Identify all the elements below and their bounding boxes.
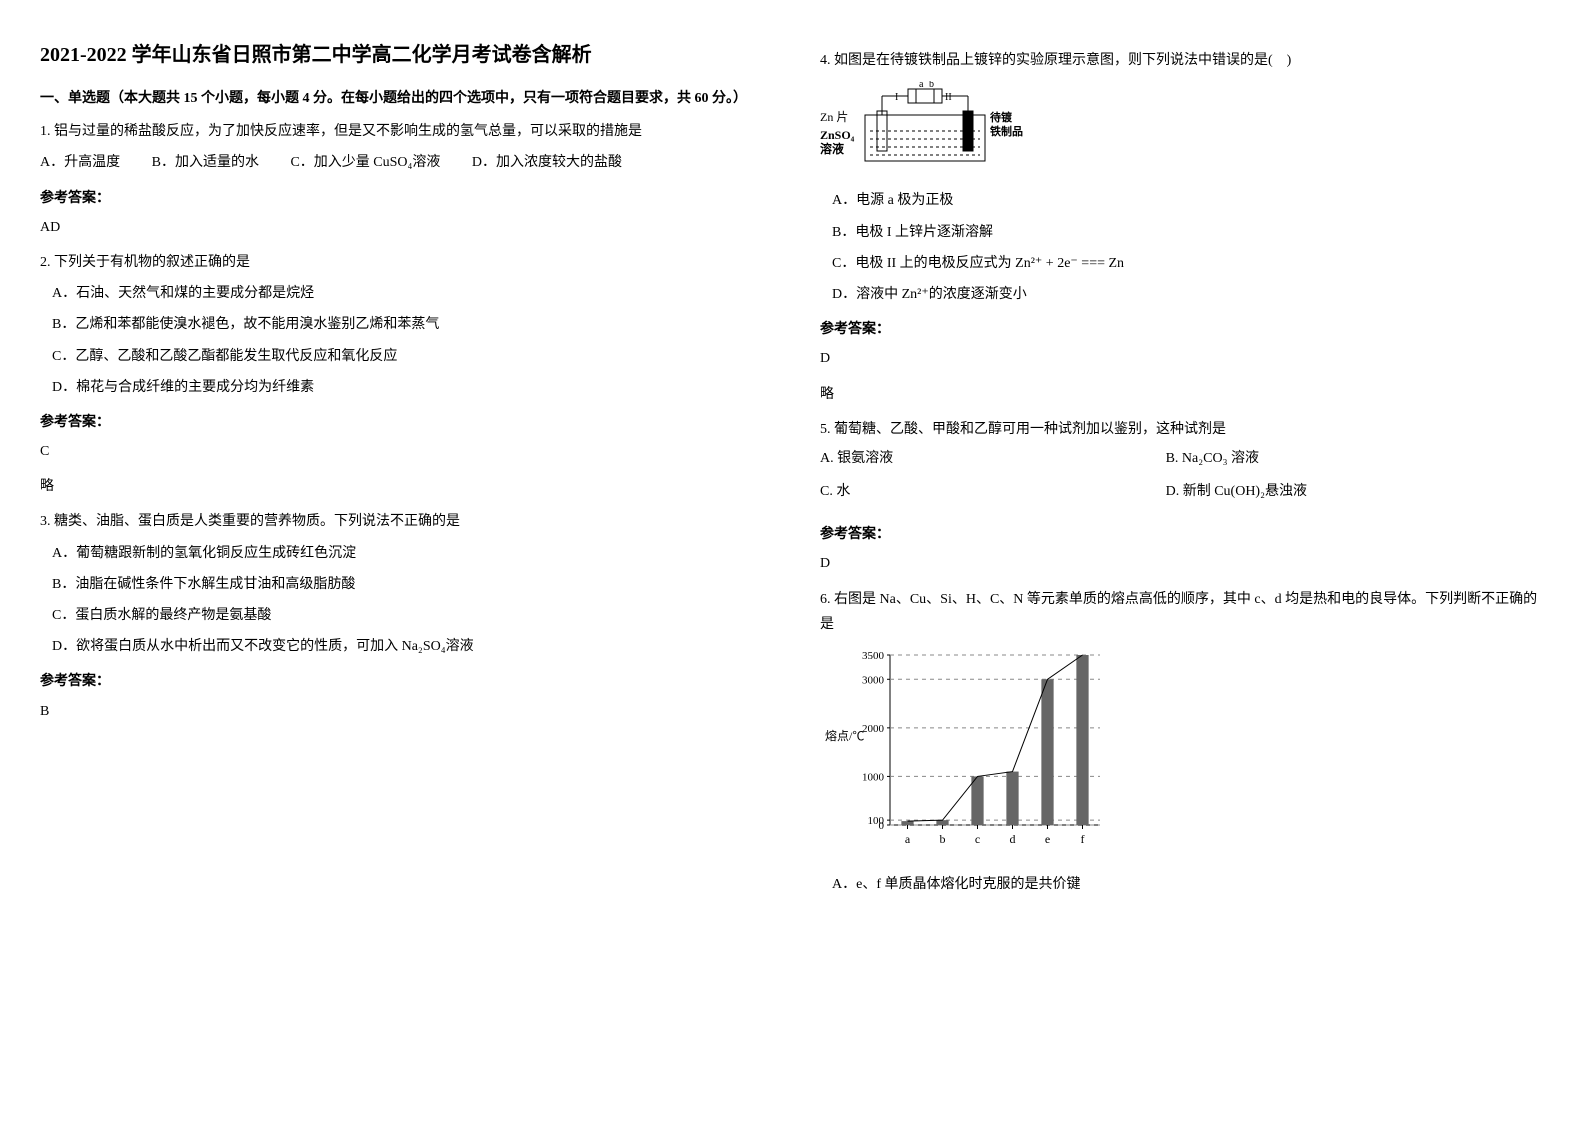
q4-opt-c: C．电极 II 上的电极反应式为 Zn²⁺ + 2e⁻ === Zn [832,251,1540,276]
label-I: I [895,92,898,103]
q4-answer-label: 参考答案： [820,317,1540,342]
q4-opt-d: D．溶液中 Zn²⁺的浓度逐渐变小 [832,282,1540,307]
q4-answer: D [820,346,1540,371]
question-1: 1. 铝与过量的稀盐酸反应，为了加快反应速率，但是又不影响生成的氢气总量，可以采… [40,119,760,240]
q2-opt-b: B．乙烯和苯都能使溴水褪色，故不能用溴水鉴别乙烯和苯蒸气 [52,312,760,337]
q1-opt-a: A．升高温度 [40,150,120,175]
svg-text:c: c [975,832,980,846]
svg-text:b: b [940,832,946,846]
question-5: 5. 葡萄糖、乙酸、甲酸和乙醇可用一种试剂加以鉴别，这种试剂是 A. 银氨溶液 … [820,417,1540,577]
label-a: a [919,81,924,90]
svg-text:d: d [1010,832,1016,846]
q1-answer: AD [40,215,760,240]
q2-opt-c: C．乙醇、乙酸和乙酸乙酯都能发生取代反应和氧化反应 [52,344,760,369]
svg-text:1000: 1000 [862,771,885,783]
svg-text:2000: 2000 [862,723,885,735]
q3-text: 3. 糖类、油脂、蛋白质是人类重要的营养物质。下列说法不正确的是 [40,509,760,534]
svg-text:f: f [1081,832,1085,846]
q2-opt-a: A．石油、天然气和煤的主要成分都是烷烃 [52,281,760,306]
q4-opt-a: A．电源 a 极为正极 [832,188,1540,213]
q1-answer-label: 参考答案： [40,186,760,211]
q3-opt-a: A．葡萄糖跟新制的氢氧化铜反应生成砖红色沉淀 [52,541,760,566]
label-b: b [929,81,934,90]
q5-options: A. 银氨溶液 B. Na₂CO₃ 溶液 C. 水 D. 新制 Cu(OH)₂悬… [820,446,1540,512]
q1-opt-d: D．加入浓度较大的盐酸 [472,150,622,175]
zn-label: Zn 片 [820,110,848,124]
label-II: II [945,92,952,103]
q5-opt-c: C. 水 [820,479,1166,504]
q1-options: A．升高温度 B．加入适量的水 C．加入少量 CuSO₄溶液 D．加入浓度较大的… [40,150,760,175]
q1-opt-c: C．加入少量 CuSO₄溶液 [290,150,440,175]
q6-text: 6. 右图是 Na、Cu、Si、H、C、N 等元素单质的熔点高低的顺序，其中 c… [820,587,1540,637]
question-4: 4. 如图是在待镀铁制品上镀锌的实验原理示意图，则下列说法中错误的是( ) a … [820,48,1540,407]
question-3: 3. 糖类、油脂、蛋白质是人类重要的营养物质。下列说法不正确的是 A．葡萄糖跟新… [40,509,760,723]
item-label1: 待镀 [989,110,1013,124]
q2-answer-label: 参考答案： [40,410,760,435]
znso4-label: ZnSO₄ [820,128,855,142]
svg-text:3000: 3000 [862,674,885,686]
electroplating-diagram: a b I II Zn 片 Zn [820,81,1540,180]
q2-text: 2. 下列关于有机物的叙述正确的是 [40,250,760,275]
q1-text: 1. 铝与过量的稀盐酸反应，为了加快反应速率，但是又不影响生成的氢气总量，可以采… [40,119,760,144]
q6-opt-a: A．e、f 单质晶体熔化时克服的是共价键 [832,872,1540,897]
q2-note: 略 [40,474,760,499]
q3-opt-c: C．蛋白质水解的最终产物是氨基酸 [52,603,760,628]
svg-text:a: a [905,832,911,846]
melting-point-chart: 熔点/℃01001000200030003500abcdef [820,645,1540,864]
right-column: 4. 如图是在待镀铁制品上镀锌的实验原理示意图，则下列说法中错误的是( ) a … [820,40,1540,905]
q5-opt-b: B. Na₂CO₃ 溶液 [1166,446,1512,471]
exam-title: 2021-2022 学年山东省日照市第二中学高二化学月考试卷含解析 [40,40,760,70]
svg-text:e: e [1045,832,1050,846]
q3-opt-d: D．欲将蛋白质从水中析出而又不改变它的性质，可加入 Na₂SO₄溶液 [52,634,760,659]
solution-label: 溶液 [820,141,844,156]
q2-answer: C [40,439,760,464]
question-6: 6. 右图是 Na、Cu、Si、H、C、N 等元素单质的熔点高低的顺序，其中 c… [820,587,1540,898]
section-one-title: 一、单选题（本大题共 15 个小题，每小题 4 分。在每小题给出的四个选项中，只… [40,86,760,111]
electroplating-svg: a b I II Zn 片 Zn [820,81,1040,171]
svg-text:100: 100 [868,815,885,827]
q4-opt-b: B．电极 I 上锌片逐渐溶解 [832,220,1540,245]
svg-text:3500: 3500 [862,650,885,662]
q3-answer-label: 参考答案： [40,669,760,694]
q5-text: 5. 葡萄糖、乙酸、甲酸和乙醇可用一种试剂加以鉴别，这种试剂是 [820,417,1540,442]
svg-text:熔点/℃: 熔点/℃ [825,728,864,743]
q1-opt-b: B．加入适量的水 [152,150,259,175]
q5-answer-label: 参考答案： [820,522,1540,547]
item-label2: 铁制品 [990,124,1023,138]
q2-opt-d: D．棉花与合成纤维的主要成分均为纤维素 [52,375,760,400]
q4-c-eq: Zn²⁺ + 2e⁻ === Zn [1015,256,1124,271]
q4-text: 4. 如图是在待镀铁制品上镀锌的实验原理示意图，则下列说法中错误的是( ) [820,48,1540,73]
q3-answer: B [40,699,760,724]
question-2: 2. 下列关于有机物的叙述正确的是 A．石油、天然气和煤的主要成分都是烷烃 B．… [40,250,760,500]
q5-opt-a: A. 银氨溶液 [820,446,1166,471]
q4-c-pre: C．电极 II 上的电极反应式为 [832,256,1012,271]
q4-note: 略 [820,382,1540,407]
q5-opt-d: D. 新制 Cu(OH)₂悬浊液 [1166,479,1512,504]
q3-opt-b: B．油脂在碱性条件下水解生成甘油和高级脂肪酸 [52,572,760,597]
left-column: 2021-2022 学年山东省日照市第二中学高二化学月考试卷含解析 一、单选题（… [40,40,760,905]
q6-chart-svg: 熔点/℃01001000200030003500abcdef [820,645,1110,855]
q5-answer: D [820,551,1540,576]
